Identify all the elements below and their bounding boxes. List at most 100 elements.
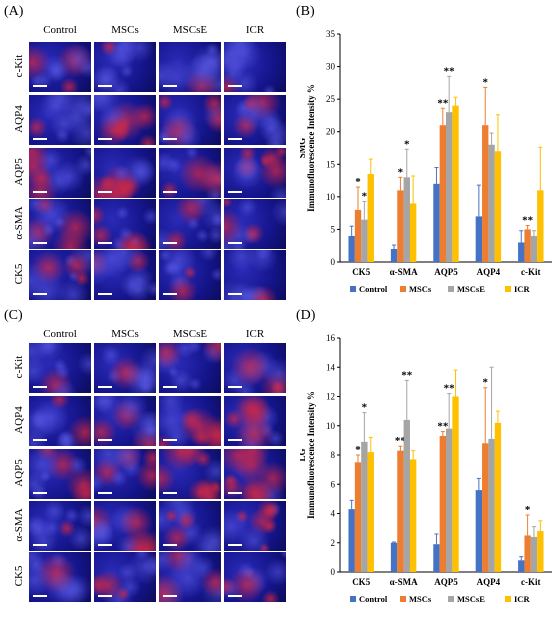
lg-micrograph (29, 449, 91, 499)
y-tick-label: 25 (326, 94, 336, 104)
smg-micrograph (94, 42, 156, 92)
lg-micrograph (29, 343, 91, 393)
significance-mark: * (362, 190, 368, 202)
bar (397, 450, 404, 572)
scale-bar (98, 492, 112, 494)
y-tick-label: 15 (326, 159, 336, 169)
lg-micrograph (159, 501, 221, 551)
legend-label: ICR (514, 594, 530, 604)
legend-label: Control (359, 594, 388, 604)
bar (446, 428, 453, 572)
lg-micrograph (224, 343, 286, 393)
significance-mark: * (482, 377, 488, 389)
bar (494, 151, 502, 262)
legend-swatch (448, 596, 454, 602)
bar (433, 544, 440, 572)
bar (475, 490, 483, 572)
x-tick-label: AQP5 (434, 577, 458, 587)
bar (361, 441, 368, 572)
lg-micrograph (94, 449, 156, 499)
scale-bar (33, 544, 47, 546)
smg-micrograph (224, 95, 286, 145)
lg-micrograph (159, 396, 221, 446)
scale-bar (98, 138, 112, 140)
lg-row-label: AQP5 (13, 459, 25, 487)
scale-bar (33, 191, 47, 193)
scale-bar (228, 138, 242, 140)
smg-micrograph (29, 250, 91, 300)
scale-bar (98, 293, 112, 295)
y-tick-label: 35 (326, 29, 336, 39)
lg-row-label: α-SMA (13, 508, 25, 542)
panel-label-b: (B) (296, 4, 315, 19)
smg-micrograph (94, 148, 156, 198)
significance-mark: ** (444, 383, 456, 395)
lg-micrograph (94, 501, 156, 551)
panel-label-d: (D) (296, 308, 316, 323)
smg-micrograph (224, 199, 286, 249)
y-tick-label: 20 (326, 127, 336, 137)
panel-label-c: (C) (4, 308, 23, 323)
scale-bar (98, 595, 112, 597)
y-tick-label: 5 (331, 224, 336, 234)
significance-mark: * (482, 76, 488, 88)
bar (482, 125, 489, 262)
scale-bar (33, 293, 47, 295)
bar (452, 105, 459, 263)
bar (446, 112, 453, 263)
scale-bar (228, 85, 242, 87)
y-tick-label: 12 (326, 392, 335, 402)
x-tick-label: AQP5 (434, 267, 458, 277)
scale-bar (228, 293, 242, 295)
legend-swatch (505, 286, 511, 292)
legend-swatch (350, 596, 356, 602)
significance-mark: * (525, 504, 531, 516)
y-tick-label: 16 (326, 333, 336, 343)
scale-bar (228, 544, 242, 546)
bar (348, 235, 355, 262)
scale-bar (163, 439, 177, 441)
lg-micrograph (159, 343, 221, 393)
smg-micrograph (94, 199, 156, 249)
smg-micrograph (224, 148, 286, 198)
bar (530, 235, 538, 262)
scale-bar (163, 386, 177, 388)
bar (403, 419, 410, 572)
scale-bar (163, 293, 177, 295)
bar (530, 536, 538, 572)
y-tick-label: 0 (331, 257, 336, 267)
scale-bar (163, 492, 177, 494)
significance-mark: * (404, 138, 410, 150)
legend-swatch (400, 286, 406, 292)
y-tick-label: 2 (331, 538, 336, 548)
scale-bar (163, 138, 177, 140)
bar (475, 216, 483, 262)
scale-bar (98, 191, 112, 193)
legend-label: ICR (514, 284, 530, 294)
lg-column-header: MSCs (111, 328, 139, 340)
scale-bar (163, 191, 177, 193)
significance-mark: ** (401, 369, 413, 381)
significance-mark: * (398, 166, 404, 178)
x-tick-label: CK5 (352, 267, 371, 277)
significance-mark: ** (522, 215, 534, 227)
scale-bar (163, 85, 177, 87)
scale-bar (228, 439, 242, 441)
y-tick-label: 0 (331, 567, 336, 577)
legend-label: MSCsE (457, 284, 485, 294)
lg-row-label: AQP4 (13, 406, 25, 434)
bar (537, 190, 544, 262)
scale-bar (98, 544, 112, 546)
significance-mark: * (355, 444, 361, 456)
bar-chart-smg: 0 5 10 15 20 25 30 35 Immunofluorescence Intensi… (300, 29, 552, 294)
y-axis-label: Immunofluorescence Intensity % (306, 84, 316, 212)
legend-label: MSCsE (457, 594, 485, 604)
scale-bar (228, 191, 242, 193)
x-tick-label: α-SMA (390, 577, 419, 587)
bar (390, 542, 398, 572)
x-tick-label: α-SMA (390, 267, 419, 277)
legend-swatch (400, 596, 406, 602)
significance-mark: ** (444, 65, 456, 77)
lg-column-header: ICR (245, 328, 265, 340)
bar (518, 560, 525, 572)
